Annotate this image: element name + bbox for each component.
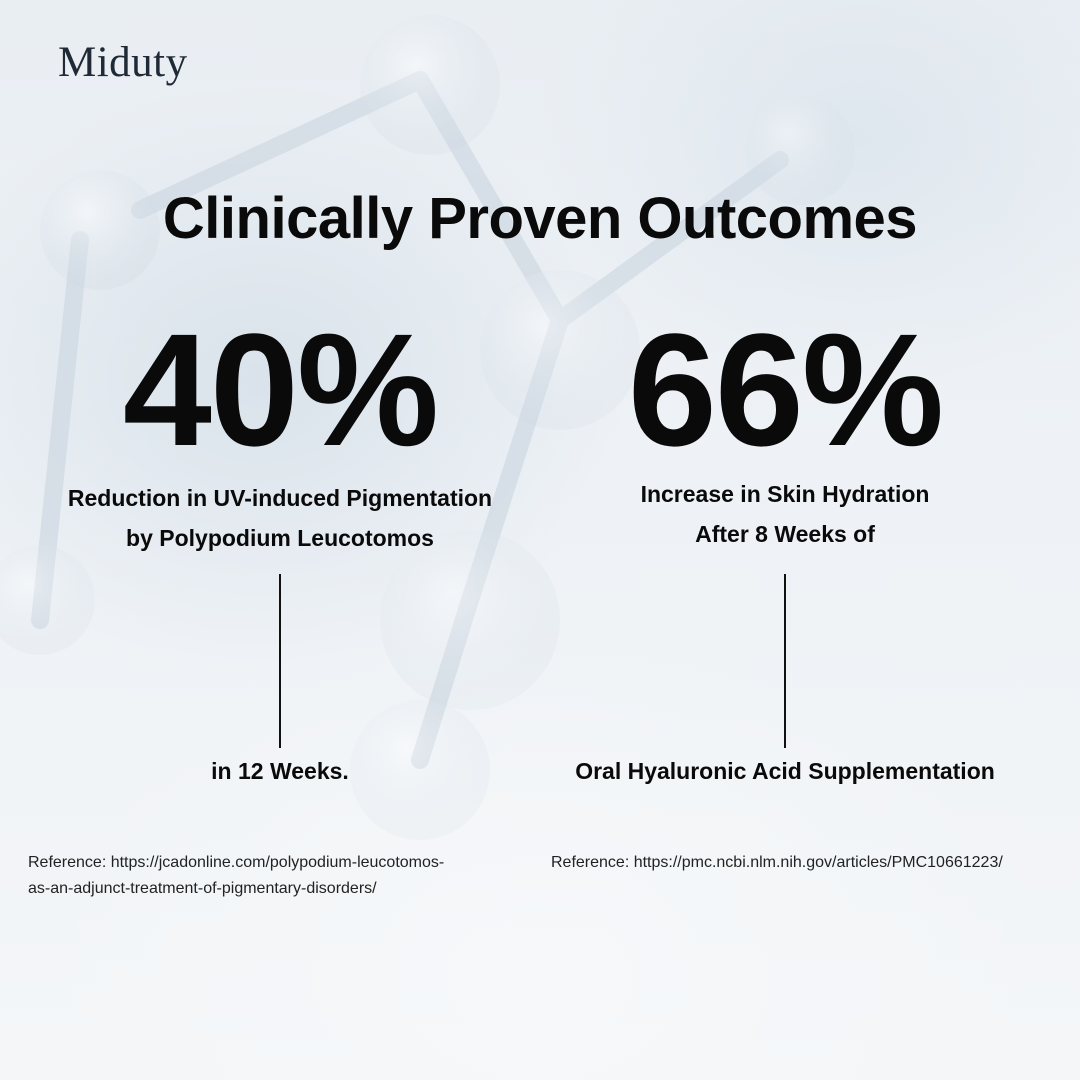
reference-pigmentation: Reference: https://jcadonline.com/polypo…: [28, 850, 538, 902]
brand-logo: Miduty: [58, 39, 188, 86]
stat-duration-pigmentation: in 12 Weeks.: [211, 758, 349, 784]
page-title: Clinically Proven Outcomes: [162, 186, 918, 251]
stat-method-hydration: Oral Hyaluronic Acid Supplementation: [575, 758, 995, 784]
stat-description-hydration: Increase in Skin Hydration After 8 Weeks…: [545, 474, 1025, 554]
reference-hydration: Reference: https://pmc.ncbi.nlm.nih.gov/…: [551, 850, 1071, 876]
stat-value-pigmentation: 40%: [122, 300, 439, 479]
reference-line: Reference: https://jcadonline.com/polypo…: [28, 854, 445, 871]
stat-description-line: by Polypodium Leucotomos: [126, 525, 434, 551]
connector-line: [784, 574, 786, 748]
stat-value-hydration: 66%: [627, 300, 944, 479]
stat-description-line: After 8 Weeks of: [695, 521, 875, 547]
stat-description-pigmentation: Reduction in UV-induced Pigmentation by …: [20, 478, 540, 558]
stat-description-line: Reduction in UV-induced Pigmentation: [67, 485, 493, 511]
reference-line: as-an-adjunct-treatment-of-pigmentary-di…: [28, 880, 377, 897]
connector-line: [279, 574, 281, 748]
reference-line: Reference: https://pmc.ncbi.nlm.nih.gov/…: [551, 854, 1003, 871]
stat-description-line: Increase in Skin Hydration: [640, 481, 930, 507]
